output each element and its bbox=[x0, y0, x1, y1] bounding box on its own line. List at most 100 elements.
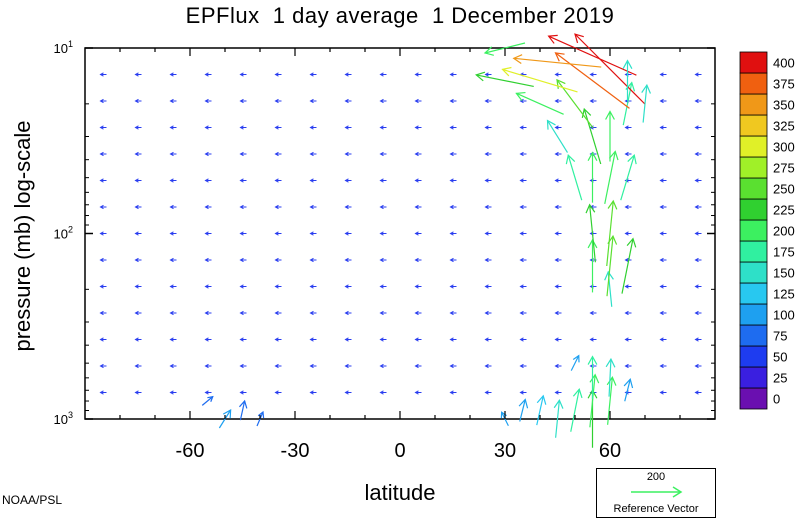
grid-vector bbox=[344, 310, 352, 316]
grid-vector bbox=[239, 204, 247, 210]
grid-vector bbox=[624, 72, 632, 77]
flux-vector bbox=[512, 54, 602, 68]
grid-vector bbox=[274, 151, 282, 157]
grid-vector bbox=[134, 363, 142, 369]
grid-vector bbox=[519, 310, 527, 316]
grid-vector bbox=[449, 284, 457, 289]
grid-vector bbox=[554, 284, 562, 289]
flux-vector bbox=[553, 399, 564, 438]
grid-vector bbox=[554, 178, 562, 183]
grid-vector bbox=[414, 231, 422, 236]
flux-vector bbox=[606, 376, 617, 425]
grid-vector bbox=[379, 390, 387, 395]
grid-vector bbox=[134, 390, 142, 395]
colorbar-swatch bbox=[739, 303, 768, 326]
colorbar-swatch bbox=[739, 114, 768, 137]
grid-vector bbox=[414, 257, 422, 263]
grid-vector bbox=[99, 231, 107, 236]
grid-vector bbox=[134, 337, 142, 342]
grid-vector bbox=[449, 204, 457, 210]
grid-vector bbox=[554, 310, 562, 316]
grid-vector bbox=[169, 125, 177, 130]
colorbar-swatch bbox=[739, 387, 768, 410]
grid-vector bbox=[624, 310, 632, 316]
grid-vector bbox=[169, 204, 177, 210]
grid-vector bbox=[99, 151, 107, 157]
grid-vector bbox=[309, 204, 317, 210]
grid-vector bbox=[344, 125, 352, 130]
grid-vector bbox=[274, 310, 282, 316]
grid-vector bbox=[239, 363, 247, 369]
grid-vector bbox=[484, 363, 492, 369]
grid-vector bbox=[589, 231, 597, 236]
grid-vector bbox=[659, 257, 667, 263]
grid-vector bbox=[659, 231, 667, 236]
flux-vector bbox=[518, 398, 529, 422]
grid-vector bbox=[589, 98, 597, 104]
flux-vector bbox=[622, 81, 636, 126]
grid-vector bbox=[134, 231, 142, 236]
chart-title: EPFlux 1 day average 1 December 2019 bbox=[185, 3, 615, 28]
grid-vector bbox=[169, 284, 177, 289]
grid-vector bbox=[99, 257, 107, 263]
grid-vector bbox=[169, 151, 177, 157]
grid-vector bbox=[274, 337, 282, 342]
colorbar-label: 300 bbox=[773, 140, 795, 155]
grid-vector bbox=[274, 390, 282, 395]
flux-vector bbox=[515, 91, 564, 115]
flux-vector bbox=[587, 238, 598, 293]
flux-vector bbox=[565, 153, 583, 201]
grid-vector bbox=[169, 337, 177, 342]
colorbar-label: 50 bbox=[773, 350, 787, 365]
grid-vector bbox=[554, 204, 562, 210]
flux-vector bbox=[605, 110, 615, 162]
grid-vector bbox=[414, 178, 422, 183]
grid-vector bbox=[204, 310, 212, 316]
grid-vector bbox=[449, 178, 457, 183]
colorbar-swatch bbox=[739, 198, 768, 221]
grid-vector bbox=[589, 178, 597, 183]
grid-vector bbox=[659, 178, 667, 183]
grid-vector bbox=[589, 310, 597, 316]
reference-vector-value: 200 bbox=[646, 471, 666, 483]
grid-vector bbox=[554, 98, 562, 104]
grid-vector bbox=[379, 125, 387, 130]
grid-vector bbox=[484, 284, 492, 289]
grid-vector bbox=[659, 390, 667, 395]
grid-vector bbox=[554, 390, 562, 395]
flux-vector bbox=[622, 59, 633, 101]
grid-vector bbox=[239, 257, 247, 263]
grid-vector bbox=[239, 98, 247, 104]
x-tick-label: -60 bbox=[176, 440, 205, 462]
grid-vector bbox=[204, 257, 212, 263]
grid-vector bbox=[99, 204, 107, 210]
colorbar-swatch bbox=[739, 72, 768, 95]
grid-vector bbox=[379, 72, 387, 77]
grid-vector bbox=[274, 284, 282, 289]
grid-vector bbox=[239, 178, 247, 183]
grid-vector bbox=[589, 284, 597, 289]
grid-vector bbox=[484, 257, 492, 263]
colorbar-label: 275 bbox=[773, 161, 795, 176]
grid-vector bbox=[274, 178, 282, 183]
grid-vector bbox=[379, 363, 387, 369]
grid-vector bbox=[659, 337, 667, 342]
grid-vector bbox=[694, 204, 702, 210]
grid-vector bbox=[344, 151, 352, 157]
grid-vector bbox=[694, 231, 702, 236]
grid-vector bbox=[169, 363, 177, 369]
grid-vector bbox=[414, 310, 422, 316]
grid-vector bbox=[414, 72, 422, 77]
grid-vector bbox=[589, 72, 597, 77]
grid-vector bbox=[694, 337, 702, 342]
grid-vector bbox=[169, 72, 177, 77]
flux-vector bbox=[536, 394, 547, 426]
colorbar-swatch bbox=[739, 324, 768, 347]
grid-vector bbox=[484, 125, 492, 130]
grid-vector bbox=[554, 363, 562, 369]
grid-vector bbox=[659, 310, 667, 316]
vector-layer bbox=[201, 33, 652, 448]
flux-vector bbox=[621, 237, 637, 294]
grid-vector bbox=[379, 231, 387, 236]
